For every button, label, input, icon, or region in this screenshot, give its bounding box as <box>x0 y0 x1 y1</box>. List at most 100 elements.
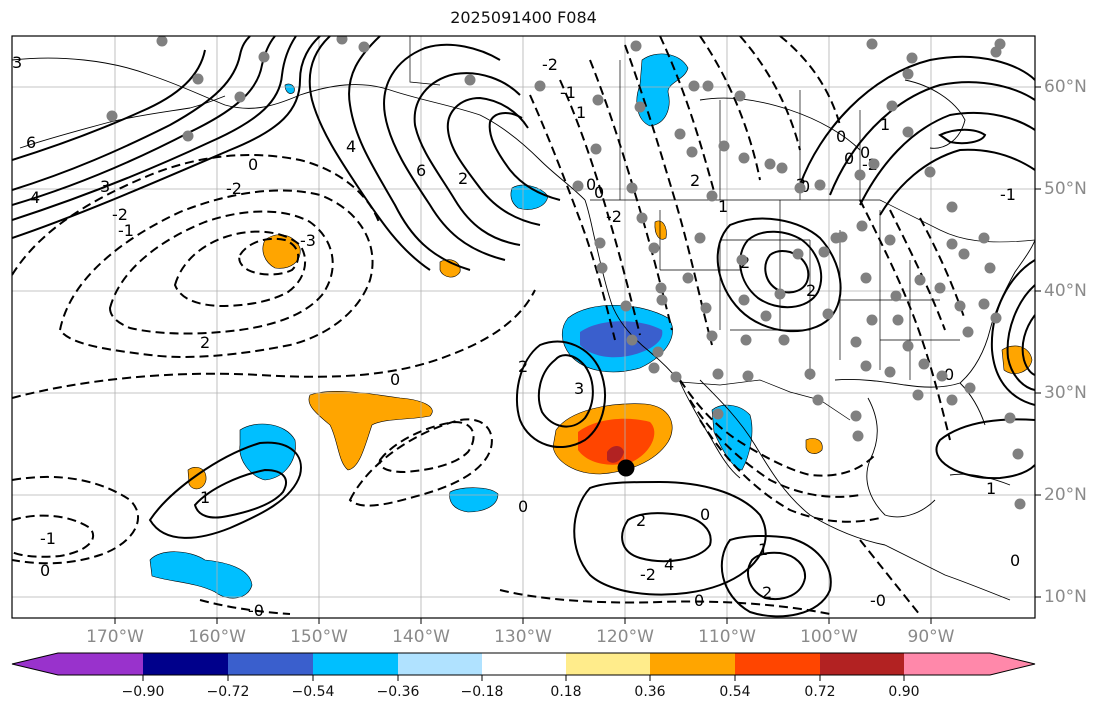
station-dot <box>852 430 864 442</box>
station-dot <box>854 169 866 181</box>
station-dot <box>634 101 646 113</box>
station-dot <box>936 370 948 382</box>
station-dot <box>804 368 816 380</box>
contour-solid <box>747 551 807 600</box>
contour-label: 0 <box>248 155 258 174</box>
border-states-1 <box>659 200 811 380</box>
station-dot <box>702 80 714 92</box>
lon-label: 110°W <box>698 627 756 647</box>
contour-label: -2 <box>606 207 622 226</box>
contour-label: 6 <box>416 161 426 180</box>
colorbar-tick-label: 0.90 <box>888 684 920 700</box>
contour-dashed <box>689 399 861 498</box>
coast-gulf-us <box>834 379 961 388</box>
contour-label: -2 <box>640 565 656 584</box>
station-dot <box>694 232 706 244</box>
contour-dashed <box>12 154 381 276</box>
station-dot <box>648 362 660 374</box>
contour-label: 1 <box>200 488 210 507</box>
coast-central-america <box>884 544 1011 601</box>
contour-solid <box>799 55 1035 186</box>
colorbar-seg-6 <box>566 653 650 675</box>
contour-dashed <box>859 199 951 441</box>
border-us-mexico <box>679 379 851 421</box>
colorbar-seg-5 <box>482 653 566 675</box>
contour-label: 0 <box>844 149 854 168</box>
station-dot <box>764 158 776 170</box>
station-dot <box>534 80 546 92</box>
station-dot <box>706 190 718 202</box>
shade-darkred-baja-core <box>607 446 624 463</box>
contour-label: 1 <box>880 115 890 134</box>
shade-orange-mexico <box>805 438 823 454</box>
contour-label-group: 3643-2-10-2-32462-2-110-22301-102420-222… <box>12 53 1020 618</box>
contour-solid <box>348 36 471 271</box>
station-dot <box>958 248 970 260</box>
station-dot <box>884 234 896 246</box>
colorbar-seg-8 <box>735 653 820 675</box>
contour-label: 2 <box>690 171 700 190</box>
contour-solid <box>573 480 767 596</box>
contour-solid <box>446 96 541 226</box>
station-dot <box>850 336 862 348</box>
colorbar-tick-label: 0.18 <box>550 684 582 700</box>
coast-canada-north <box>699 97 861 151</box>
station-dot <box>860 272 872 284</box>
station-dot <box>674 128 686 140</box>
station-dot <box>792 248 804 260</box>
lat-label: 40°N <box>1044 281 1087 301</box>
station-dot <box>814 179 826 191</box>
station-dot <box>1004 412 1016 424</box>
contour-dashed <box>173 230 307 308</box>
station-dot <box>866 38 878 50</box>
contour-solid <box>516 340 606 449</box>
station-dot <box>774 288 786 300</box>
station-dot <box>860 360 872 372</box>
station-dot <box>850 410 862 422</box>
coast-aleutians <box>19 95 226 149</box>
contour-dashed <box>699 36 761 181</box>
station-dot <box>234 91 246 103</box>
contour-solid <box>938 128 987 145</box>
contour-solid <box>935 418 1035 480</box>
colorbar-seg-10 <box>904 653 1035 675</box>
contour-dashed <box>108 210 334 335</box>
station-dot <box>156 36 168 47</box>
lon-label: 160°W <box>188 627 246 647</box>
contour-label: 4 <box>346 137 356 156</box>
station-dot <box>822 308 834 320</box>
contour-label: 3 <box>574 379 584 398</box>
station-dot <box>742 370 754 382</box>
contour-label: -1 <box>560 83 576 102</box>
contour-dashed <box>559 79 641 336</box>
lat-label: 10°N <box>1044 587 1087 607</box>
station-dot <box>978 298 990 310</box>
colorbar <box>11 652 1036 681</box>
contour-label: -2 <box>112 205 128 224</box>
shade-blue-alaska <box>284 83 295 94</box>
station-dot <box>964 382 976 394</box>
colorbar-seg-2 <box>228 653 313 675</box>
station-dot <box>868 158 880 170</box>
contour-label: 2 <box>458 169 468 188</box>
contour-solid <box>859 111 1035 206</box>
contour-solid <box>764 250 810 294</box>
station-dot <box>336 36 348 45</box>
station-dot <box>946 201 958 213</box>
station-dot <box>776 162 788 174</box>
contour-label: -3 <box>300 231 316 250</box>
station-dot <box>892 314 904 326</box>
contour-solid <box>148 441 302 539</box>
station-dot <box>738 294 750 306</box>
station-dot <box>682 272 694 284</box>
shade-orange-bc <box>654 220 667 240</box>
contour-lines-dashed <box>12 36 966 616</box>
station-dot <box>706 330 718 342</box>
station-dot <box>918 358 930 370</box>
coast-mexico-west <box>699 379 886 546</box>
storm-center-marker <box>617 459 635 477</box>
contour-label: 2 <box>762 583 772 602</box>
contour-label: -2 <box>542 55 558 74</box>
station-dot <box>902 68 914 80</box>
